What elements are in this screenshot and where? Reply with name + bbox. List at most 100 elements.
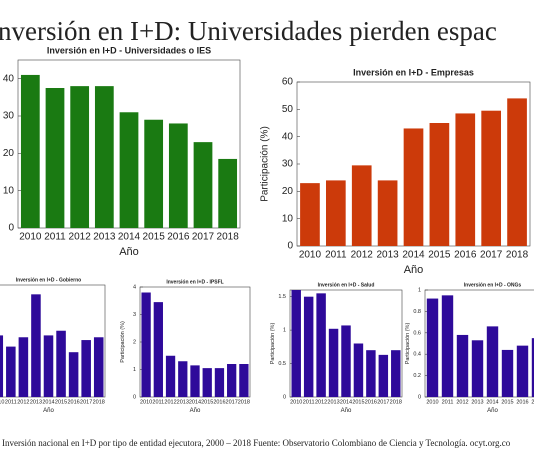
y-tick-label: 1.5 xyxy=(278,294,286,300)
x-axis-label: Año xyxy=(119,246,139,258)
bar xyxy=(0,335,4,397)
x-tick-label: 2017 xyxy=(480,250,503,261)
x-tick-label: 2018 xyxy=(93,399,105,405)
y-tick-label: 0.2 xyxy=(413,373,421,379)
bar xyxy=(471,340,484,397)
x-tick-label: 2016 xyxy=(213,399,225,405)
chart-title: Inversión en I+D - ONGs xyxy=(464,282,522,288)
y-tick-label: 1 xyxy=(133,367,136,373)
bar xyxy=(378,354,389,397)
bar xyxy=(68,352,79,397)
y-tick-label: 0.6 xyxy=(413,330,421,336)
bar xyxy=(94,86,114,228)
bar xyxy=(328,328,339,397)
y-tick-label: 0.5 xyxy=(278,361,286,367)
bar xyxy=(193,142,213,228)
bar xyxy=(429,123,450,246)
y-tick-label: 10 xyxy=(3,185,15,196)
x-tick-label: 2010 xyxy=(0,399,4,405)
bar xyxy=(190,365,200,397)
x-tick-label: 2017 xyxy=(192,232,215,243)
y-tick-label: 0 xyxy=(287,241,293,252)
bar xyxy=(391,350,401,397)
x-tick-label: 2015 xyxy=(143,232,166,243)
chart-title: Inversión en I+D - IPSFL xyxy=(166,279,223,285)
x-tick-label: 2011 xyxy=(303,399,315,405)
x-tick-label: 2013 xyxy=(471,399,483,405)
x-tick-label: 2017 xyxy=(531,399,534,405)
x-axis-label: Año xyxy=(341,408,352,414)
chart-title: Inversión en I+D - Universidades o IES xyxy=(47,45,211,55)
x-tick-label: 2017 xyxy=(377,399,389,405)
bar xyxy=(45,88,65,228)
bar xyxy=(218,158,238,228)
bar xyxy=(325,180,346,246)
x-tick-label: 2011 xyxy=(325,250,347,261)
bar xyxy=(531,338,534,397)
x-tick-label: 2015 xyxy=(201,399,213,405)
y-tick-label: 3 xyxy=(133,312,136,318)
x-tick-label: 2016 xyxy=(67,399,79,405)
y-tick-label: 30 xyxy=(282,159,294,170)
x-tick-label: 2012 xyxy=(17,399,29,405)
x-tick-label: 2010 xyxy=(426,399,438,405)
y-tick-label: 40 xyxy=(282,131,294,142)
bar xyxy=(202,368,212,397)
x-tick-label: 2014 xyxy=(402,250,425,261)
y-axis-label: Participación (%) xyxy=(405,323,411,365)
x-tick-label: 2014 xyxy=(486,399,498,405)
bar xyxy=(426,298,439,397)
y-tick-label: 10 xyxy=(282,213,294,224)
bar xyxy=(351,165,372,246)
footer-caption: Inversión nacional en I+D por tipo de en… xyxy=(2,438,511,448)
x-axis-label: Año xyxy=(190,408,201,414)
y-axis-label: Participación (%) xyxy=(260,126,271,202)
x-tick-label: 2018 xyxy=(238,399,250,405)
x-axis-label: Año xyxy=(404,264,424,276)
bar xyxy=(353,343,364,397)
bar xyxy=(441,295,454,397)
bar xyxy=(31,294,41,397)
x-tick-label: 2014 xyxy=(42,399,54,405)
x-tick-label: 2012 xyxy=(69,232,92,243)
bar xyxy=(20,74,40,228)
x-tick-label: 2018 xyxy=(390,399,402,405)
y-tick-label: 0.8 xyxy=(413,309,421,315)
bar xyxy=(456,334,469,397)
x-tick-label: 2013 xyxy=(30,399,42,405)
x-tick-label: 2011 xyxy=(152,399,164,405)
x-axis-label: Año xyxy=(487,408,498,414)
x-tick-label: 2013 xyxy=(177,399,189,405)
bar xyxy=(81,340,91,397)
x-tick-label: 2010 xyxy=(299,250,322,261)
bar xyxy=(119,112,139,228)
bar xyxy=(341,325,351,397)
y-tick-label: 60 xyxy=(282,77,294,88)
y-axis-label: Participación (%) xyxy=(120,321,126,363)
y-tick-label: 0 xyxy=(283,394,286,400)
y-tick-label: 30 xyxy=(3,111,15,122)
x-tick-label: 2010 xyxy=(140,399,152,405)
x-tick-label: 2016 xyxy=(516,399,528,405)
y-tick-label: 2 xyxy=(133,339,136,345)
bar xyxy=(377,180,398,246)
x-tick-label: 2011 xyxy=(5,399,17,405)
bar xyxy=(239,364,249,397)
bar xyxy=(486,326,499,397)
y-tick-label: 50 xyxy=(282,104,294,115)
bar xyxy=(153,302,163,397)
bar xyxy=(178,361,188,397)
x-tick-label: 2015 xyxy=(501,399,513,405)
x-tick-label: 2010 xyxy=(19,232,42,243)
bar xyxy=(501,349,514,397)
x-tick-label: 2016 xyxy=(454,250,477,261)
bar xyxy=(516,345,529,397)
x-tick-label: 2015 xyxy=(428,250,451,261)
x-tick-label: 2015 xyxy=(352,399,364,405)
chart-title: Inversión en I+D - Gobierno xyxy=(16,277,81,283)
bar xyxy=(141,292,151,397)
x-tick-label: 2016 xyxy=(167,232,190,243)
x-tick-label: 2012 xyxy=(315,399,327,405)
x-tick-label: 2010 xyxy=(290,399,302,405)
